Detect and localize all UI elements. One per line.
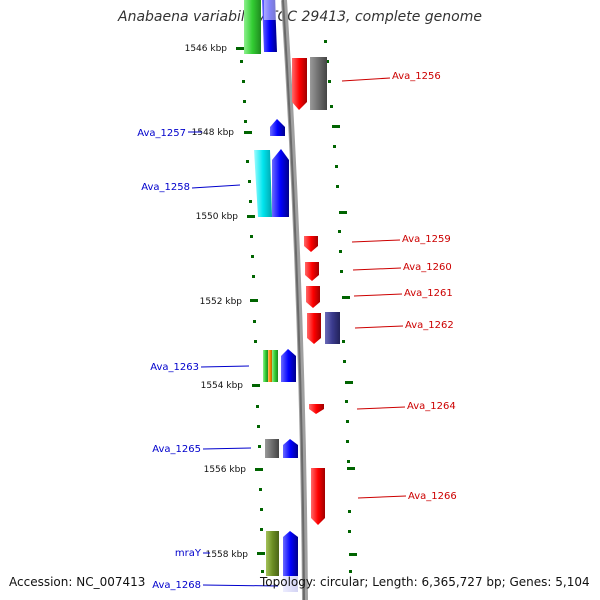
gene-feature[interactable] bbox=[254, 150, 272, 217]
left-gene-labels: Ava_1257 Ava_1258 Ava_1263 Ava_1265 mraY… bbox=[137, 128, 279, 591]
gene-label[interactable]: Ava_1262 bbox=[405, 320, 454, 331]
gene-label[interactable]: Ava_1259 bbox=[402, 234, 451, 245]
gene-feature[interactable] bbox=[270, 119, 285, 136]
gene-label[interactable]: Ava_1265 bbox=[152, 444, 201, 455]
gene-feature[interactable] bbox=[292, 58, 307, 110]
left-major-ticks bbox=[236, 47, 265, 555]
gene-feature[interactable] bbox=[307, 313, 321, 344]
leader-line bbox=[356, 406, 406, 410]
gene-feature[interactable] bbox=[283, 439, 298, 458]
gene-feature[interactable] bbox=[272, 350, 278, 382]
gene-feature[interactable] bbox=[309, 404, 324, 414]
leader-line bbox=[191, 184, 241, 189]
right-gene-labels: Ava_1256 Ava_1259 Ava_1260 Ava_1261 Ava_… bbox=[341, 71, 457, 502]
gene-label[interactable]: Ava_1266 bbox=[408, 491, 457, 502]
leader-line bbox=[202, 447, 252, 450]
gene-feature[interactable] bbox=[283, 576, 298, 592]
scale-label: 1546 kbp bbox=[185, 44, 228, 54]
scale-label: 1558 kbp bbox=[206, 550, 249, 560]
gene-feature[interactable] bbox=[265, 439, 279, 458]
gene-label[interactable]: Ava_1260 bbox=[403, 262, 452, 273]
gene-feature[interactable] bbox=[310, 57, 327, 110]
genome-backbone-highlight bbox=[282, 0, 305, 600]
gene-feature[interactable] bbox=[283, 531, 298, 576]
forward-genes bbox=[244, 0, 298, 592]
left-scale-ring bbox=[240, 60, 264, 573]
gene-feature[interactable] bbox=[281, 349, 296, 382]
leader-line bbox=[202, 584, 279, 587]
scale-label: 1554 kbp bbox=[201, 381, 244, 391]
gene-feature[interactable] bbox=[244, 0, 261, 54]
gene-label[interactable]: mraY bbox=[175, 548, 202, 559]
gene-feature[interactable] bbox=[263, 350, 268, 382]
right-major-ticks bbox=[332, 125, 357, 556]
gene-label[interactable]: Ava_1264 bbox=[407, 401, 456, 412]
gene-feature[interactable] bbox=[268, 350, 272, 382]
gene-label[interactable]: Ava_1258 bbox=[141, 182, 190, 193]
map-title: Anabaena variabilis ATCC 29413, complete… bbox=[118, 9, 482, 25]
leader-line bbox=[353, 293, 403, 297]
leader-line bbox=[352, 267, 402, 271]
gene-label[interactable]: Ava_1257 bbox=[137, 128, 186, 139]
leader-line bbox=[341, 77, 391, 82]
leader-line bbox=[351, 239, 401, 243]
gene-feature[interactable] bbox=[311, 468, 325, 525]
scale-label: 1550 kbp bbox=[196, 212, 239, 222]
scale-label: 1548 kbp bbox=[192, 128, 235, 138]
gene-feature[interactable] bbox=[304, 236, 318, 252]
scale-label: 1552 kbp bbox=[200, 297, 243, 307]
leader-line bbox=[354, 325, 404, 329]
gene-label[interactable]: Ava_1261 bbox=[404, 288, 453, 299]
scale-labels: 1546 kbp 1548 kbp 1550 kbp 1552 kbp 1554… bbox=[185, 44, 249, 560]
gene-feature[interactable] bbox=[306, 286, 320, 308]
reverse-genes bbox=[292, 57, 340, 525]
gene-feature[interactable] bbox=[305, 262, 319, 281]
scale-label: 1556 kbp bbox=[204, 465, 247, 475]
gene-label[interactable]: Ava_1263 bbox=[150, 362, 199, 373]
gene-feature[interactable] bbox=[325, 312, 340, 344]
accession-text: Accession: NC_007413 bbox=[9, 575, 146, 589]
gene-feature[interactable] bbox=[264, 0, 276, 20]
leader-line bbox=[357, 495, 407, 499]
leader-line bbox=[200, 365, 250, 368]
gene-label[interactable]: Ava_1268 bbox=[152, 580, 201, 591]
topology-text: Topology: circular; Length: 6,365,727 bp… bbox=[260, 575, 590, 589]
gene-feature[interactable] bbox=[272, 149, 289, 217]
gene-label[interactable]: Ava_1256 bbox=[392, 71, 441, 82]
right-scale-ring bbox=[324, 40, 352, 573]
gene-feature[interactable] bbox=[266, 531, 279, 576]
